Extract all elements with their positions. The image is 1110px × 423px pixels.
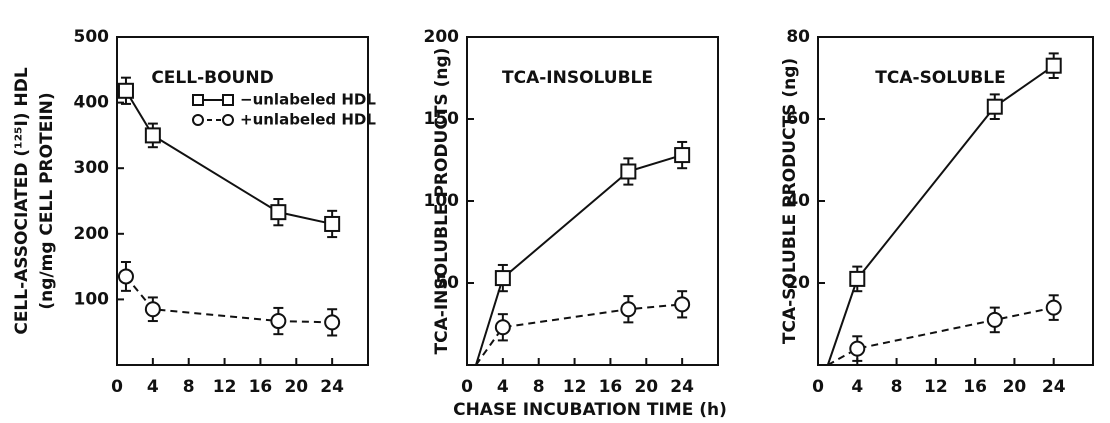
x-tick-label: 12 — [563, 377, 587, 397]
marker — [674, 147, 691, 164]
series-line — [475, 303, 683, 366]
x-tick-label: 8 — [183, 377, 195, 397]
legend-label: +unlabeled HDL — [240, 111, 376, 129]
marker — [117, 82, 134, 99]
legend-marker — [222, 114, 234, 126]
y-tick-label: 60 — [786, 109, 810, 129]
series-line — [826, 64, 1055, 366]
series-line — [475, 154, 683, 366]
legend-marker — [222, 94, 234, 106]
marker — [144, 127, 161, 144]
legend-label: −unlabeled HDL — [240, 91, 376, 109]
marker — [494, 270, 511, 287]
x-tick-label: 16 — [599, 377, 623, 397]
marker — [494, 319, 511, 336]
x-tick-label: 20 — [1003, 377, 1027, 397]
marker — [674, 296, 691, 313]
legend-marker — [192, 114, 204, 126]
y-tick-label: 500 — [74, 27, 110, 47]
marker — [117, 268, 134, 285]
y-axis-label: CELL-ASSOCIATED (¹²⁵I) HDL — [12, 67, 32, 334]
series-line — [125, 90, 333, 225]
x-tick-label: 8 — [891, 377, 903, 397]
y-tick-label: 20 — [786, 273, 810, 293]
x-tick-label: 4 — [497, 377, 509, 397]
y-tick-label: 200 — [424, 27, 460, 47]
x-tick-label: 8 — [533, 377, 545, 397]
x-tick-label: 4 — [851, 377, 863, 397]
x-tick-label: 0 — [111, 377, 123, 397]
marker — [1045, 299, 1062, 316]
marker — [144, 301, 161, 318]
marker — [324, 215, 341, 232]
panel-title: CELL-BOUND — [151, 68, 273, 88]
marker — [270, 204, 287, 221]
series-line — [827, 306, 1054, 366]
y-tick-label: 100 — [424, 191, 460, 211]
marker — [849, 270, 866, 287]
marker — [986, 311, 1003, 328]
y-axis-label: TCA-INSOLUBLE PRODUCTS (ng) — [432, 48, 452, 355]
x-tick-label: 12 — [213, 377, 237, 397]
marker — [620, 301, 637, 318]
y-tick-label: 100 — [74, 289, 110, 309]
x-tick-label: 24 — [670, 377, 694, 397]
x-tick-label: 4 — [147, 377, 159, 397]
y-axis-label: TCA-SOLUBLE PRODUCTS (ng) — [780, 58, 800, 344]
legend-marker — [192, 94, 204, 106]
x-tick-label: 20 — [634, 377, 658, 397]
x-tick-label: 20 — [284, 377, 308, 397]
y-tick-label: 50 — [435, 273, 459, 293]
marker — [986, 98, 1003, 115]
panel-title: TCA-SOLUBLE — [875, 68, 1005, 88]
y-tick-label: 300 — [74, 158, 110, 178]
x-tick-label: 0 — [812, 377, 824, 397]
y-tick-label: 200 — [74, 224, 110, 244]
series-line — [125, 275, 333, 324]
x-tick-label: 24 — [1042, 377, 1066, 397]
x-tick-label: 12 — [924, 377, 948, 397]
x-tick-label: 24 — [320, 377, 344, 397]
y-tick-label: 80 — [786, 27, 810, 47]
marker — [270, 313, 287, 330]
marker — [620, 163, 637, 180]
x-tick-label: 16 — [249, 377, 273, 397]
marker — [324, 314, 341, 331]
y-axis-label: (ng/mg CELL PROTEIN) — [37, 92, 57, 309]
x-tick-label: 16 — [963, 377, 987, 397]
plot-frame — [116, 36, 369, 366]
y-tick-label: 40 — [786, 191, 810, 211]
marker — [849, 340, 866, 357]
y-tick-label: 400 — [74, 93, 110, 113]
x-axis-label: CHASE INCUBATION TIME (h) — [453, 400, 727, 420]
x-tick-label: 0 — [461, 377, 473, 397]
y-tick-label: 150 — [424, 109, 460, 129]
marker — [1045, 57, 1062, 74]
panel-title: TCA-INSOLUBLE — [502, 68, 653, 88]
